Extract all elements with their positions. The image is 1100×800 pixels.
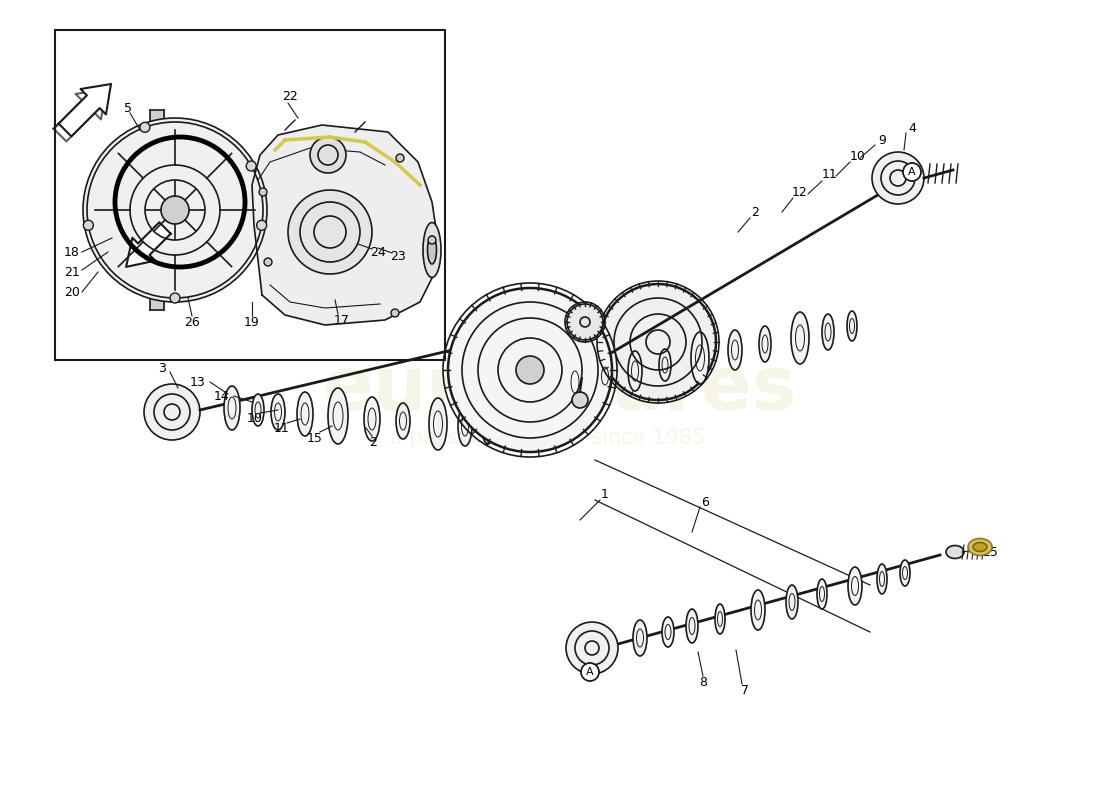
Circle shape bbox=[390, 309, 399, 317]
Circle shape bbox=[170, 293, 180, 303]
Text: 21: 21 bbox=[64, 266, 80, 278]
Text: 6: 6 bbox=[701, 495, 708, 509]
Circle shape bbox=[258, 188, 267, 196]
Ellipse shape bbox=[224, 386, 240, 430]
Ellipse shape bbox=[691, 332, 710, 384]
Ellipse shape bbox=[328, 388, 348, 444]
Text: 10: 10 bbox=[850, 150, 866, 163]
Text: 25: 25 bbox=[982, 546, 998, 558]
Ellipse shape bbox=[946, 546, 964, 558]
Text: 2: 2 bbox=[751, 206, 759, 218]
Text: 26: 26 bbox=[184, 315, 200, 329]
Ellipse shape bbox=[968, 538, 992, 555]
Ellipse shape bbox=[252, 394, 264, 426]
Circle shape bbox=[903, 163, 921, 181]
Circle shape bbox=[246, 161, 256, 171]
Text: 24: 24 bbox=[370, 246, 386, 258]
Circle shape bbox=[581, 663, 600, 681]
Ellipse shape bbox=[396, 403, 410, 439]
Text: 1: 1 bbox=[601, 489, 609, 502]
Text: eurospares: eurospares bbox=[323, 354, 798, 426]
Ellipse shape bbox=[817, 579, 827, 609]
Circle shape bbox=[396, 154, 404, 162]
Ellipse shape bbox=[428, 236, 437, 264]
Ellipse shape bbox=[458, 406, 472, 446]
Ellipse shape bbox=[659, 349, 671, 381]
Text: 15: 15 bbox=[307, 431, 323, 445]
Ellipse shape bbox=[847, 311, 857, 341]
Ellipse shape bbox=[822, 314, 834, 350]
Circle shape bbox=[566, 622, 618, 674]
Ellipse shape bbox=[974, 542, 987, 551]
Text: 11: 11 bbox=[822, 169, 838, 182]
Text: 14: 14 bbox=[214, 390, 230, 402]
Polygon shape bbox=[58, 84, 111, 136]
Ellipse shape bbox=[759, 326, 771, 362]
Ellipse shape bbox=[877, 564, 887, 594]
Ellipse shape bbox=[482, 412, 494, 444]
Circle shape bbox=[140, 122, 150, 132]
Polygon shape bbox=[126, 222, 170, 267]
Ellipse shape bbox=[848, 567, 862, 605]
Bar bbox=[55, 30, 446, 360]
Circle shape bbox=[572, 392, 588, 408]
Ellipse shape bbox=[662, 617, 674, 647]
Circle shape bbox=[872, 152, 924, 204]
Text: 18: 18 bbox=[64, 246, 80, 258]
Text: 23: 23 bbox=[390, 250, 406, 263]
Text: 4: 4 bbox=[909, 122, 916, 134]
Circle shape bbox=[288, 190, 372, 274]
Circle shape bbox=[161, 196, 189, 224]
Ellipse shape bbox=[628, 351, 642, 391]
Ellipse shape bbox=[632, 620, 647, 656]
Text: 8: 8 bbox=[698, 675, 707, 689]
Circle shape bbox=[600, 284, 716, 400]
Ellipse shape bbox=[791, 312, 808, 364]
Text: 13: 13 bbox=[190, 375, 206, 389]
Text: A: A bbox=[909, 167, 916, 177]
Ellipse shape bbox=[297, 392, 313, 436]
Text: A: A bbox=[586, 667, 594, 677]
Text: 3: 3 bbox=[158, 362, 166, 374]
Circle shape bbox=[264, 258, 272, 266]
Text: 17: 17 bbox=[334, 314, 350, 326]
Polygon shape bbox=[252, 125, 438, 325]
Text: 7: 7 bbox=[741, 683, 749, 697]
Circle shape bbox=[82, 118, 267, 302]
Circle shape bbox=[84, 220, 94, 230]
Ellipse shape bbox=[728, 330, 743, 370]
Circle shape bbox=[144, 384, 200, 440]
Circle shape bbox=[428, 236, 436, 244]
Text: 11: 11 bbox=[274, 422, 290, 434]
Circle shape bbox=[256, 220, 266, 230]
Ellipse shape bbox=[424, 222, 441, 278]
Circle shape bbox=[310, 137, 346, 173]
Circle shape bbox=[448, 288, 612, 452]
Ellipse shape bbox=[900, 560, 910, 586]
Polygon shape bbox=[150, 110, 164, 310]
Circle shape bbox=[516, 356, 544, 384]
Ellipse shape bbox=[364, 397, 380, 441]
Ellipse shape bbox=[429, 398, 447, 450]
Ellipse shape bbox=[786, 585, 798, 619]
Text: 9: 9 bbox=[878, 134, 886, 146]
Ellipse shape bbox=[686, 609, 698, 643]
Text: 10: 10 bbox=[248, 411, 263, 425]
Ellipse shape bbox=[271, 394, 285, 430]
Text: 12: 12 bbox=[792, 186, 807, 198]
Ellipse shape bbox=[751, 590, 764, 630]
Text: 20: 20 bbox=[64, 286, 80, 298]
Ellipse shape bbox=[715, 604, 725, 634]
Text: a passion for parts since 1985: a passion for parts since 1985 bbox=[390, 428, 705, 448]
Circle shape bbox=[566, 304, 603, 340]
Ellipse shape bbox=[566, 360, 583, 404]
Text: 2: 2 bbox=[370, 435, 377, 449]
Text: 22: 22 bbox=[282, 90, 298, 103]
Text: 19: 19 bbox=[244, 315, 260, 329]
Ellipse shape bbox=[598, 358, 612, 394]
Text: 5: 5 bbox=[124, 102, 132, 114]
